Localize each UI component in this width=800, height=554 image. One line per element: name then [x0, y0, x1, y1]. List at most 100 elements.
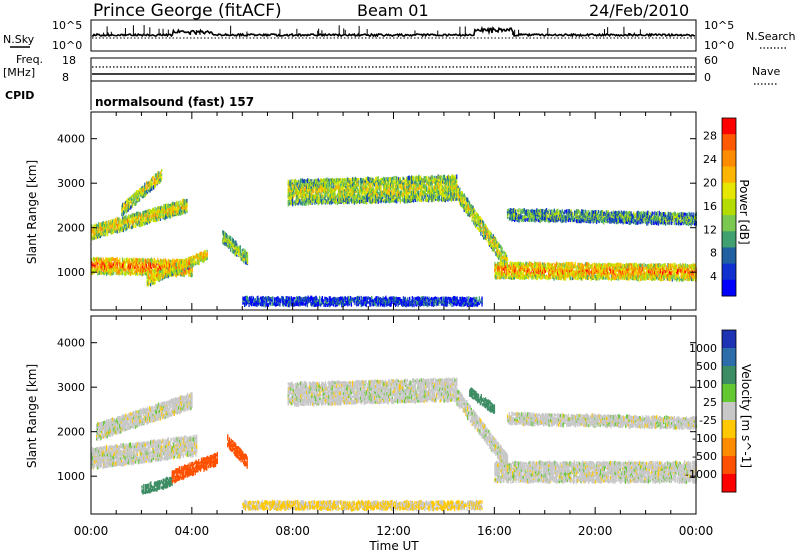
heatmap-cell — [312, 194, 314, 199]
heatmap-cell — [305, 179, 307, 183]
heatmap-cell — [169, 205, 171, 208]
heatmap-cell — [118, 228, 120, 233]
heatmap-cell — [106, 257, 109, 261]
heatmap-cell — [173, 205, 175, 210]
heatmap-cell — [155, 210, 157, 215]
heatmap-cell — [242, 248, 244, 251]
heatmap-cell — [365, 188, 367, 191]
heatmap-cell — [293, 202, 296, 205]
heatmap-cell — [117, 259, 119, 264]
heatmap-cell — [98, 232, 101, 236]
heatmap-cell — [110, 227, 112, 231]
heatmap-cell — [139, 269, 141, 275]
heatmap-cell — [237, 245, 239, 249]
heatmap-cell — [230, 242, 233, 246]
heatmap-cell — [94, 236, 96, 240]
heatmap-cell — [242, 258, 244, 262]
heatmap-cell — [300, 190, 302, 195]
heatmap-cell — [131, 195, 133, 198]
heatmap-cell — [151, 273, 154, 278]
heatmap-cell — [96, 269, 98, 272]
heatmap-cell — [170, 210, 172, 215]
heatmap-cell — [323, 189, 326, 192]
heatmap-cell — [103, 259, 105, 263]
heatmap-cell — [328, 188, 330, 192]
heatmap-cell — [335, 180, 337, 183]
heatmap-cell — [353, 200, 356, 205]
heatmap-cell — [143, 222, 146, 226]
heatmap-cell — [105, 264, 107, 268]
heatmap-cell — [99, 263, 102, 266]
heatmap-cell — [289, 200, 291, 204]
heatmap-cell — [441, 175, 443, 178]
heatmap-cell — [167, 273, 169, 279]
heatmap-cell — [103, 222, 105, 225]
heatmap-cell — [346, 196, 348, 201]
heatmap-cell — [191, 257, 193, 262]
heatmap-cell — [93, 230, 95, 234]
heatmap-cell — [98, 223, 101, 227]
heatmap-cell — [464, 195, 466, 198]
heatmap-cell — [306, 202, 308, 205]
heatmap-cell — [138, 214, 140, 218]
heatmap-cell — [334, 195, 336, 199]
heatmap-cell — [169, 259, 171, 262]
heatmap-cell — [348, 191, 350, 196]
heatmap-cell — [319, 198, 321, 204]
heatmap-cell — [289, 202, 291, 205]
heatmap-cell — [157, 206, 159, 210]
heatmap-cell — [354, 187, 356, 192]
heatmap-cell — [188, 256, 191, 261]
heatmap-cell — [345, 191, 347, 194]
heatmap-cell — [356, 200, 358, 205]
heatmap-cell — [345, 182, 348, 186]
heatmap-cell — [371, 195, 373, 200]
heatmap-cell — [134, 269, 136, 275]
heatmap-cell — [322, 178, 325, 183]
heatmap-cell — [91, 258, 93, 261]
heatmap-cell — [167, 209, 170, 213]
heatmap-cell — [100, 257, 102, 262]
heatmap-cell — [366, 198, 368, 202]
heatmap-cell — [143, 192, 145, 198]
heatmap-cell — [358, 192, 360, 196]
heatmap-cell — [106, 220, 108, 224]
heatmap-cell — [223, 241, 225, 245]
heatmap-cell — [169, 261, 171, 264]
heatmap-cell — [154, 261, 156, 267]
heatmap-cell — [345, 182, 347, 187]
heatmap-cell — [239, 249, 241, 253]
heatmap-cell — [141, 263, 143, 269]
heatmap-cell — [98, 270, 100, 276]
heatmap-cell — [94, 262, 96, 265]
heatmap-cell — [311, 193, 313, 197]
heatmap-cell — [99, 257, 102, 261]
heatmap-cell — [223, 231, 226, 234]
heatmap-cell — [353, 185, 356, 191]
heatmap-cell — [155, 173, 157, 177]
heatmap-cell — [166, 216, 168, 219]
heatmap-cell — [151, 177, 153, 181]
heatmap-cell — [362, 192, 364, 195]
heatmap-cell — [144, 193, 146, 198]
heatmap-cell — [300, 202, 302, 206]
heatmap-cell — [327, 186, 329, 191]
heatmap-cell — [166, 206, 168, 210]
heatmap-cell — [206, 251, 208, 255]
heatmap-cell — [203, 258, 206, 262]
heatmap-cell — [366, 185, 368, 188]
heatmap-cell — [121, 220, 124, 225]
heatmap-cell — [161, 206, 163, 209]
heatmap-cell — [311, 182, 313, 185]
heatmap-cell — [501, 247, 503, 251]
heatmap-cell — [358, 178, 360, 181]
heatmap-cell — [158, 209, 160, 214]
heatmap-cell — [324, 198, 326, 204]
heatmap-cell — [112, 265, 114, 270]
heatmap-cell — [203, 256, 206, 260]
heatmap-cell — [169, 214, 171, 219]
heatmap-cell — [310, 184, 312, 189]
heatmap-cell — [186, 258, 188, 262]
heatmap-cell — [312, 183, 314, 187]
heatmap-cell — [192, 263, 194, 268]
